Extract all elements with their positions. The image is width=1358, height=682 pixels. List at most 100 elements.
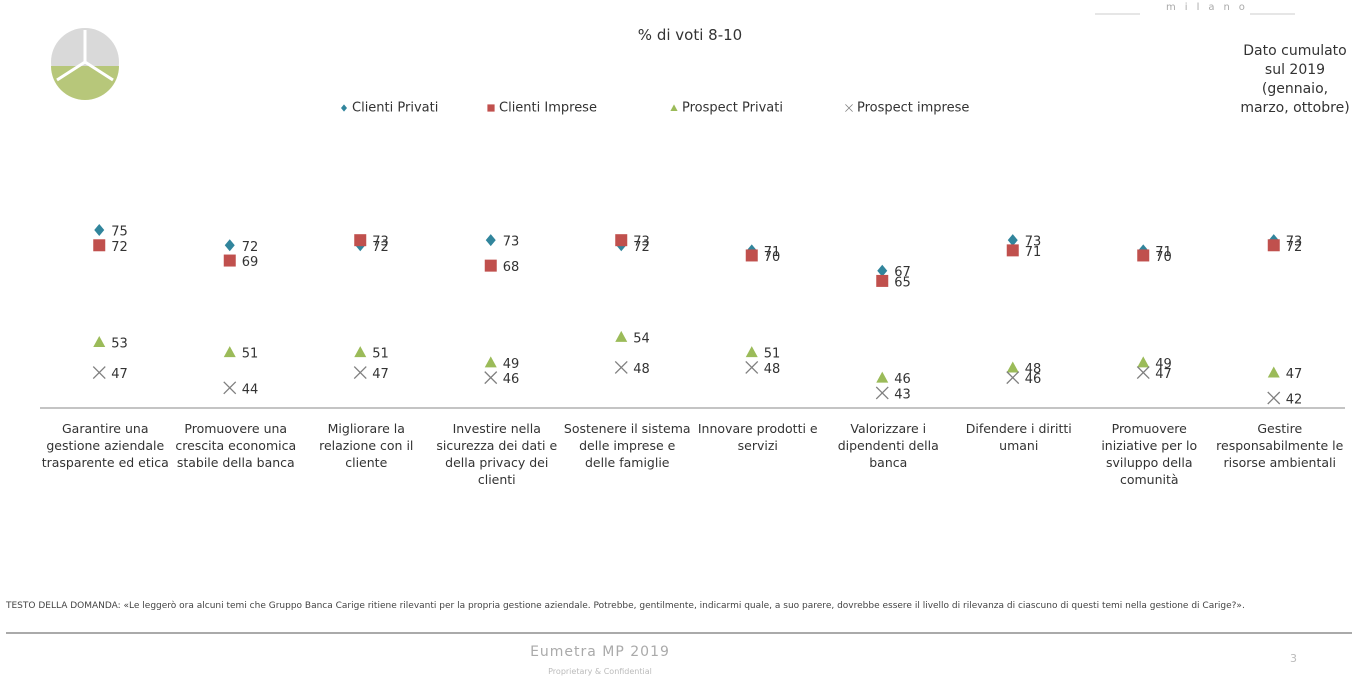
category-label: Garantire una gestione aziendale traspar… [41, 421, 169, 470]
brand: milano [1166, 2, 1254, 13]
category-label: Migliorare la relazione con il cliente [319, 421, 414, 470]
data-label: 54 [633, 331, 650, 346]
data-label: 73 [503, 235, 520, 250]
data-point [1267, 239, 1280, 252]
legend-marker [341, 104, 347, 112]
data-point [1136, 366, 1150, 380]
data-label: 49 [503, 357, 520, 372]
data-point [485, 234, 496, 247]
category-label: Innovare prodotti e servizi [697, 421, 818, 453]
category-label: Gestire responsabilmente le risorse ambi… [1216, 421, 1344, 470]
legend-label: Prospect Privati [682, 101, 783, 116]
data-point [354, 346, 367, 358]
data-point [94, 224, 105, 236]
data-point [615, 234, 628, 247]
data-label: 68 [503, 260, 520, 275]
category-label: Promuovere una crescita economica stabil… [175, 421, 297, 470]
data-point [1007, 234, 1018, 247]
data-point [745, 360, 759, 374]
footer-sub: Proprietary & Confidential [548, 667, 652, 676]
data-label: 44 [242, 382, 259, 397]
data-label: 73 [1286, 235, 1303, 250]
data-label: 53 [111, 337, 128, 352]
data-point [745, 249, 758, 262]
data-label: 47 [372, 367, 389, 382]
data-label: 46 [1025, 372, 1042, 387]
data-label: 48 [633, 362, 650, 377]
data-label: 47 [1155, 367, 1172, 382]
legend-marker [670, 104, 678, 111]
data-point [1006, 371, 1020, 385]
data-point [614, 360, 628, 374]
data-label: 51 [764, 347, 781, 362]
data-label: 49 [1155, 357, 1172, 372]
data-label: 48 [764, 362, 781, 377]
data-label: 73 [1025, 235, 1042, 250]
data-label: 73 [633, 235, 650, 250]
question-text: TESTO DELLA DOMANDA: «Le leggerò ora alc… [6, 601, 1245, 611]
data-label: 72 [372, 240, 389, 255]
data-point [484, 259, 497, 272]
chart-title: % di voti 8-10 [637, 26, 743, 44]
data-label: 51 [242, 347, 259, 362]
data-label: 47 [111, 367, 128, 382]
legend-marker [487, 104, 495, 112]
data-label: 46 [894, 372, 911, 387]
data-point [875, 386, 889, 400]
data-point [354, 234, 367, 247]
data-point [93, 336, 106, 347]
data-point [223, 381, 237, 395]
category-label: Sostenere il sistema delle imprese e del… [563, 421, 691, 470]
data-point [93, 239, 106, 252]
data-point [1267, 366, 1280, 378]
data-label: 65 [894, 275, 911, 290]
data-point [876, 371, 889, 383]
data-label: 69 [242, 255, 259, 270]
data-label: 73 [372, 235, 389, 250]
data-label: 72 [111, 240, 128, 255]
data-point [745, 346, 758, 358]
data-label: 43 [894, 387, 911, 402]
data-label: 71 [1025, 245, 1042, 260]
data-point [223, 254, 236, 267]
data-point [1006, 361, 1019, 373]
legend-label: Clienti Imprese [499, 101, 597, 116]
category-label: Promuovere iniziative per lo sviluppo de… [1101, 421, 1198, 487]
data-point [877, 264, 888, 277]
data-label: 72 [633, 240, 650, 255]
data-label: 70 [1155, 250, 1172, 265]
data-point [1267, 391, 1281, 405]
data-point [1137, 356, 1150, 368]
data-label: 72 [242, 240, 259, 255]
data-label: 46 [503, 372, 520, 387]
legend-label: Clienti Privati [352, 101, 438, 116]
logo [51, 28, 119, 100]
side-note: Dato cumulato sul 2019 (gennaio, marzo, … [1240, 43, 1350, 116]
data-label: 51 [372, 347, 389, 362]
data-point [484, 371, 498, 385]
data-label: 71 [764, 245, 781, 260]
data-point [92, 366, 106, 380]
data-label: 47 [1286, 367, 1303, 382]
legend-label: Prospect imprese [857, 101, 969, 116]
data-label: 48 [1025, 362, 1042, 377]
data-point [1006, 244, 1019, 257]
data-point [353, 366, 367, 380]
category-label: Investire nella sicurezza dei dati e del… [436, 421, 558, 487]
data-label: 42 [1286, 393, 1303, 408]
data-label: 72 [1286, 240, 1303, 255]
data-point [484, 356, 497, 368]
data-point [615, 330, 628, 342]
data-point [1137, 249, 1150, 262]
page-number: 3 [1290, 652, 1297, 665]
data-point [876, 274, 889, 287]
legend-marker [845, 104, 853, 112]
category-label: Valorizzare i dipendenti della banca [837, 421, 939, 470]
category-label: Difendere i diritti umani [965, 421, 1072, 453]
data-label: 71 [1155, 245, 1172, 260]
data-point [224, 239, 235, 252]
data-label: 75 [111, 225, 128, 240]
data-label: 70 [764, 250, 781, 265]
